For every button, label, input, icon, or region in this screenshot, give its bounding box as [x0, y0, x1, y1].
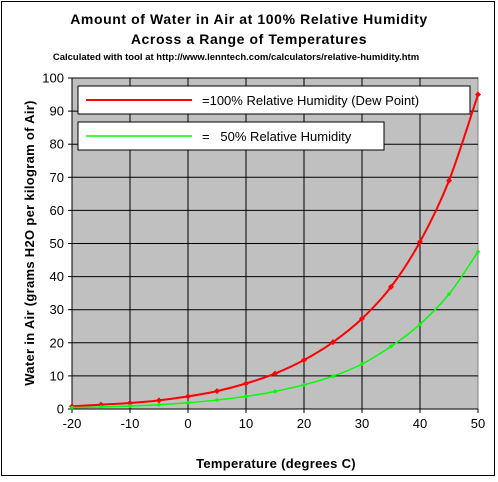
legend-label-1: =100% Relative Humidity (Dew Point) [202, 93, 419, 108]
y-tick-label: 70 [50, 170, 64, 185]
data-point [273, 389, 277, 394]
x-tick-label: -20 [63, 416, 82, 431]
chart-subtitle: Calculated with tool at http://www.lennt… [53, 52, 419, 63]
x-tick-label: -10 [121, 416, 140, 431]
y-tick-label: 0 [57, 402, 64, 417]
data-point [70, 405, 74, 410]
data-point [215, 398, 219, 402]
y-tick-label: 90 [50, 104, 64, 119]
y-tick-label: 60 [50, 203, 64, 218]
data-point [186, 400, 190, 405]
chart-title-line-1: Amount of Water in Air at 100% Relative … [70, 11, 428, 27]
y-tick-label: 30 [50, 302, 64, 317]
data-point [243, 380, 249, 387]
data-point [185, 393, 191, 400]
x-axis-label: Temperature (degrees C) [196, 456, 356, 471]
data-point [475, 91, 481, 98]
y-tick-label: 10 [50, 368, 64, 383]
data-point [330, 339, 336, 346]
legend-label-2: = 50% Relative Humidity [202, 129, 352, 144]
data-point [128, 404, 132, 408]
data-point [99, 405, 103, 409]
chart-frame: Amount of Water in Air at 100% Relative … [1, 1, 495, 476]
data-point [302, 383, 306, 387]
data-point [157, 402, 161, 407]
x-tick-label: 50 [471, 416, 485, 431]
y-tick-label: 80 [50, 137, 64, 152]
data-point [360, 362, 364, 366]
x-tick-label: 20 [297, 416, 311, 431]
data-point [476, 249, 480, 254]
x-tick-label: 0 [184, 416, 191, 431]
y-tick-label: 50 [50, 236, 64, 251]
y-tick-label: 40 [50, 269, 64, 284]
data-point [389, 344, 393, 349]
chart: Amount of Water in Air at 100% Relative … [22, 11, 485, 471]
data-point [244, 394, 248, 399]
data-point [272, 370, 278, 377]
data-point [301, 357, 307, 364]
axes: 0 10 20 30 40 50 60 70 80 90 100 -20 -10 0 10 20 30 40 50 [42, 71, 485, 432]
data-point [214, 388, 220, 395]
series-lines [69, 91, 481, 410]
data-point [446, 177, 452, 184]
x-tick-label: 10 [239, 416, 253, 431]
chart-title-line-2: Across a Range of Temperatures [131, 31, 367, 47]
data-point [331, 374, 335, 379]
data-point [359, 315, 365, 322]
legend: =100% Relative Humidity (Dew Point) = 50… [77, 85, 471, 151]
data-point [127, 400, 133, 407]
y-axis-label: Water in Air (grams H2O per kilogram of … [22, 100, 37, 386]
data-point [388, 283, 394, 290]
data-point [418, 322, 422, 327]
y-tick-label: 20 [50, 335, 64, 350]
y-tick-label: 100 [42, 71, 64, 86]
data-point [156, 397, 162, 404]
data-point [447, 292, 451, 296]
data-point [417, 238, 423, 245]
x-tick-label: 40 [413, 416, 427, 431]
x-tick-label: 30 [355, 416, 369, 431]
